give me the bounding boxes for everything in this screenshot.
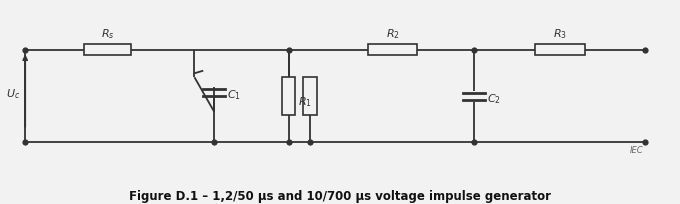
Bar: [535, 44, 585, 56]
Text: $R_1$: $R_1$: [299, 95, 312, 108]
Bar: [84, 44, 131, 56]
Text: $U_c$: $U_c$: [6, 87, 20, 101]
Bar: [303, 78, 318, 115]
Text: $R_s$: $R_s$: [101, 27, 114, 40]
Bar: [282, 78, 295, 115]
Bar: [368, 44, 418, 56]
Text: $C_1$: $C_1$: [227, 88, 241, 101]
Text: $C_2$: $C_2$: [486, 92, 500, 105]
Text: $R_3$: $R_3$: [553, 27, 566, 40]
Text: Figure D.1 – 1,2/50 μs and 10/700 μs voltage impulse generator: Figure D.1 – 1,2/50 μs and 10/700 μs vol…: [129, 189, 551, 202]
Text: IEC: IEC: [629, 145, 643, 154]
Text: $R_2$: $R_2$: [386, 27, 399, 40]
